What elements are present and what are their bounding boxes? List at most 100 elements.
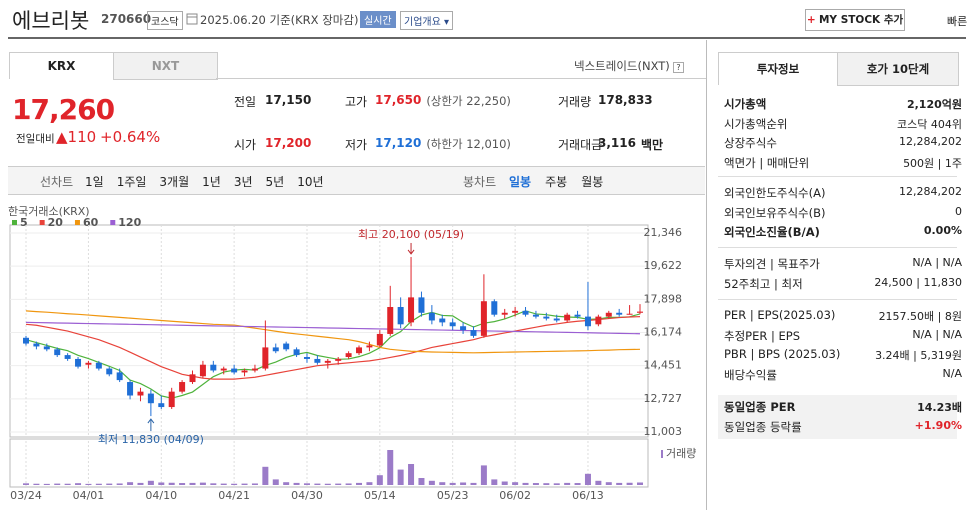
candle-period-button[interactable]: 일봉 [509,175,532,189]
realtime-button[interactable]: 실시간 [360,11,396,28]
volume-bar [303,483,310,485]
group-separator [718,299,957,300]
period-button[interactable]: 1주일 [116,175,147,189]
volume-bar [179,483,186,485]
x-tick-label: 04/30 [291,489,323,502]
price-frame [9,224,649,438]
mystock-text: MY STOCK 추가 [818,14,904,26]
orderbook-tab[interactable]: 호가 10단계 [837,52,959,86]
candle-body [564,314,571,321]
candle-body [251,368,258,371]
tab-rule [216,78,706,79]
volume-swatch [661,450,663,458]
volume-bar [85,483,92,485]
overview-button[interactable]: 기업개요 ▾ [400,11,454,30]
candle-body [75,358,82,367]
info-value: N/A [942,366,962,380]
y-tick-label: 12,727 [644,392,683,405]
volume-bar [532,483,539,485]
volume-bar [408,464,415,485]
base-date: 2025.06.20 기준(KRX 장마감) [200,13,359,27]
candle-body [335,358,342,361]
x-tick-label: 06/13 [572,489,604,502]
volume-bar [626,482,633,485]
candle-body [574,314,581,317]
volume-bar [584,473,591,485]
x-tick-label: 04/21 [218,489,250,502]
period-button[interactable]: 1일 [85,175,104,189]
nxt-tab[interactable]: NXT [113,52,218,80]
volume-bar [564,482,571,485]
candle-body [199,364,206,377]
candle-body [23,337,29,344]
candle-body [137,391,144,396]
annotation-arrowhead [147,418,155,424]
quick-button[interactable]: 빠른 [947,15,968,28]
overview-text: 기업개요 [404,17,441,28]
moving-average-line [25,316,641,380]
candle-body [272,347,279,352]
quote-label: 저가 [345,138,368,152]
candle-body [356,347,363,354]
calendar-icon [186,13,198,25]
sector-box [718,395,957,439]
info-tab[interactable]: 투자정보 [718,52,838,85]
legend-label: 20 [48,216,64,229]
candle-body [605,312,612,317]
candle-body [314,358,321,363]
volume-bar [335,483,342,485]
period-button[interactable]: 3년 [233,175,253,189]
candle-period-button[interactable]: 월봉 [581,175,604,189]
quote-label: 고가 [345,95,368,109]
candle-body [85,362,92,365]
mystock-button[interactable]: + MY STOCK 추가 [805,9,905,31]
change-rate: +0.64% [100,128,161,146]
quote-value: 17,200 [265,136,312,150]
info-label: 시가총액 [724,97,767,111]
info-value: 24,500 | 11,830 [874,275,962,289]
period-button[interactable]: 1년 [202,175,221,189]
period-button[interactable]: 5년 [265,175,285,189]
quote-label: 거래대금 [558,138,603,152]
info-value: 500원 | 1주 [903,156,962,170]
candle-body [439,318,446,323]
candle-body [532,314,539,317]
candle-body [179,382,186,392]
candle-body [231,368,238,373]
volume-bar [595,480,602,485]
line-chart-label: 선차트 [40,175,74,189]
volume-bar [324,483,331,485]
volume-bar [376,475,383,485]
legend-label: 120 [118,216,141,229]
period-button[interactable]: 3개월 [159,175,190,189]
legend-swatch [39,220,45,225]
header-rule [8,37,966,39]
volume-bar [439,482,446,485]
volume-bar [616,482,623,485]
nxt-link[interactable]: 넥스트레이드(NXT) ? [574,58,684,74]
krx-tab[interactable]: KRX [9,52,114,79]
legend-title: 한국거래소(KRX) [8,205,90,218]
volume-bar [501,481,508,485]
group-separator [718,247,957,248]
candle-body [595,316,602,325]
candle-period-button[interactable]: 주봉 [545,175,568,189]
moving-average-line [25,310,641,354]
candle-body [584,316,591,327]
x-tick-label: 04/01 [73,489,105,502]
period-button[interactable]: 10년 [297,175,324,189]
y-tick-label: 19,622 [644,259,683,272]
candle-body [33,343,40,347]
candle-body [366,345,373,348]
info-value: +1.90% [914,418,962,432]
candle-body [491,301,498,315]
candle-body [397,306,404,325]
quote-value: 17,150 [265,93,312,107]
volume-bar [449,482,456,485]
panel-divider [706,40,707,510]
candle-body [449,322,456,327]
candle-body [324,360,331,363]
volume-bar [345,483,352,485]
candle-body [522,310,529,315]
